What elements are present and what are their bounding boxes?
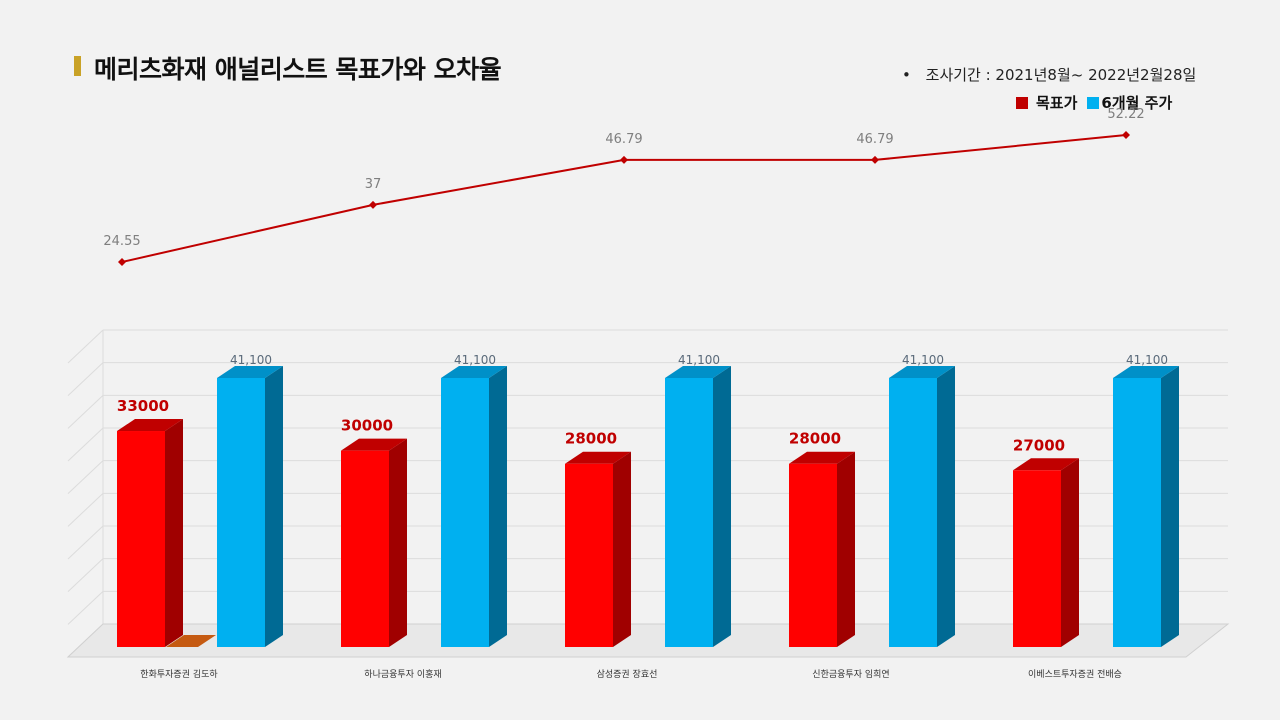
- bar-target: [565, 451, 631, 647]
- category-label: 신한금융투자 임희연: [812, 668, 889, 680]
- title-accent-bar: [74, 56, 81, 76]
- error-rate-point: [871, 155, 879, 164]
- category-label: 삼성증권 장효선: [597, 668, 658, 680]
- bar-target-side: [165, 419, 183, 647]
- bar-target-side: [837, 451, 855, 647]
- gridline-side: [67, 394, 104, 429]
- floor-marker: [166, 635, 216, 647]
- bar-price-top: [665, 366, 731, 378]
- bar-price-side: [713, 366, 731, 647]
- error-rate-point: [118, 258, 126, 266]
- bar-price-front: [441, 378, 489, 647]
- bar-target: [789, 451, 855, 647]
- bar-target: [341, 438, 407, 647]
- survey-period-text: 조사기간 : 2021년8월~ 2022년2월28일: [925, 66, 1197, 84]
- data-label-price: 41,100: [902, 353, 944, 367]
- gridline-side: [67, 362, 104, 397]
- category-label: 이베스트투자증권 전배승: [1028, 668, 1122, 680]
- bar-price-front: [665, 378, 713, 647]
- legend-swatch-target: [1016, 96, 1028, 109]
- bar-target: [1013, 458, 1079, 647]
- bar-target: [117, 419, 183, 647]
- error-rate-point: [1122, 131, 1130, 139]
- bar-price: [889, 366, 955, 647]
- bar-price: [441, 366, 507, 647]
- error-rate-label: 24.55: [103, 234, 140, 249]
- error-rate-point: [620, 155, 628, 164]
- gridline-side: [67, 427, 104, 462]
- bar-target-side: [1061, 458, 1079, 647]
- bar-target-top: [789, 451, 855, 464]
- error-rate-line: [121, 134, 1127, 263]
- data-label-target: 28000: [789, 430, 841, 448]
- data-label-price: 41,100: [678, 353, 720, 367]
- chart-title: 메리츠화재 애널리스트 목표가와 오차율: [94, 55, 502, 84]
- bar-target-top: [117, 419, 183, 432]
- bar-price: [665, 366, 731, 647]
- category-label: 하나금융투자 이홍재: [364, 668, 441, 680]
- error-rate-point: [369, 200, 377, 209]
- gridline-side: [67, 558, 104, 593]
- legend: 목표가 6개월 주가: [1016, 92, 1182, 113]
- bar-price-side: [937, 366, 955, 647]
- bar-price-top: [889, 366, 955, 378]
- bar-price: [1113, 366, 1179, 647]
- bar-target-front: [1013, 470, 1061, 647]
- data-label-target: 30000: [341, 417, 393, 435]
- data-label-target: 28000: [565, 430, 617, 448]
- bar-target-side: [613, 451, 631, 647]
- gridline-side: [67, 329, 104, 364]
- bar-price-side: [1161, 366, 1179, 647]
- error-rate-label: 46.79: [605, 132, 642, 147]
- bar-target-front: [565, 463, 613, 647]
- legend-item-target: 목표가: [1016, 92, 1077, 113]
- legend-label-target: 목표가: [1036, 94, 1078, 112]
- data-label-price: 41,100: [1126, 353, 1168, 367]
- bar-target-top: [341, 438, 407, 451]
- bar-target-front: [117, 431, 165, 647]
- error-rate-label: 37: [365, 177, 382, 192]
- legend-swatch-price: [1087, 96, 1100, 109]
- bar-target-front: [789, 463, 837, 647]
- data-label-target: 33000: [117, 397, 169, 415]
- error-rate-label: 52.22: [1107, 107, 1144, 122]
- gridline-side: [67, 492, 104, 527]
- bar-price-front: [217, 378, 265, 647]
- bar-price-top: [217, 366, 283, 378]
- survey-period: • 조사기간 : 2021년8월~ 2022년2월28일: [902, 64, 1196, 85]
- bar-price-front: [889, 378, 937, 647]
- gridline-side: [67, 525, 104, 560]
- bullet-icon: •: [902, 66, 911, 84]
- legend-label-price: 6개월 주가: [1101, 94, 1173, 112]
- bar-price-side: [265, 366, 283, 647]
- bar-price-top: [441, 366, 507, 378]
- bar-target-top: [565, 451, 631, 464]
- data-label-target: 27000: [1013, 436, 1065, 454]
- data-label-price: 41,100: [454, 353, 496, 367]
- gridline-side: [67, 460, 104, 495]
- bar-target-side: [389, 438, 407, 647]
- bar-target-top: [1013, 458, 1079, 471]
- category-label: 한화투자증권 김도하: [140, 668, 218, 680]
- data-label-price: 41,100: [230, 353, 272, 367]
- bar-price-front: [1113, 378, 1161, 647]
- bar-price: [217, 366, 283, 647]
- bar-target-front: [341, 450, 389, 647]
- gridline-side: [67, 590, 104, 625]
- bar-price-top: [1113, 366, 1179, 378]
- error-rate-label: 46.79: [856, 132, 893, 147]
- bar-price-side: [489, 366, 507, 647]
- legend-item-price: 6개월 주가: [1087, 92, 1172, 113]
